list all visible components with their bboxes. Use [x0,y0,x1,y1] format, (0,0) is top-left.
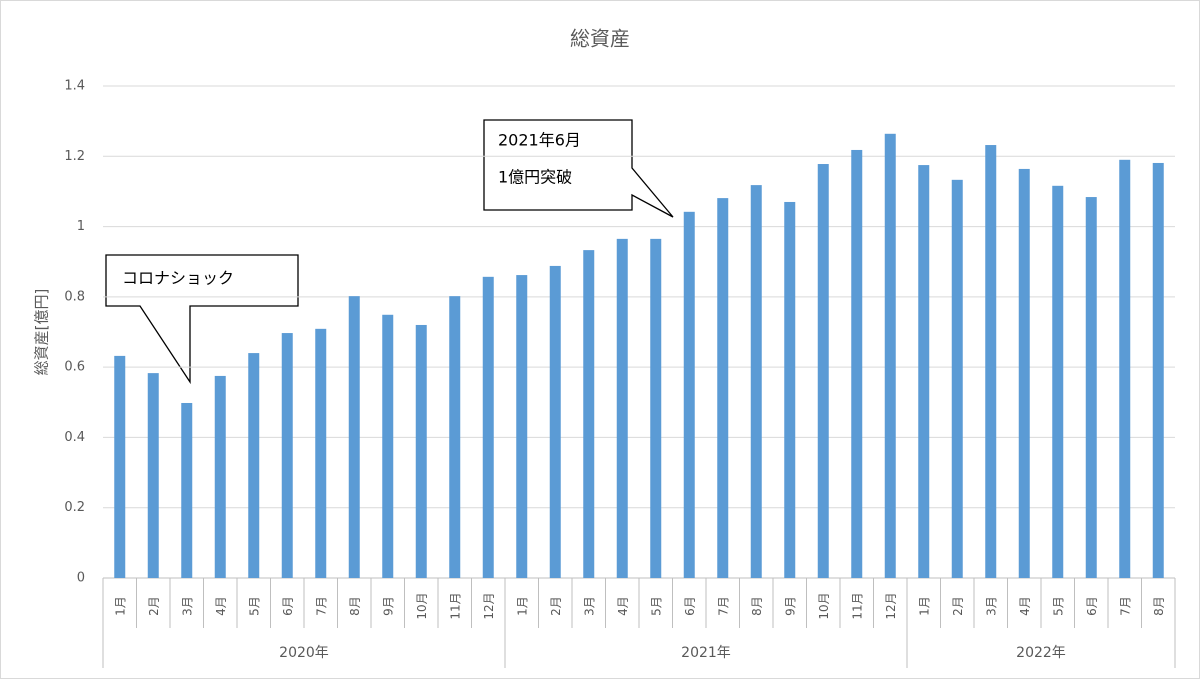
x-tick-label: 3月 [582,596,596,616]
x-tick-label: 11月 [850,592,864,619]
bar [482,276,494,578]
x-tick-label: 10月 [415,592,429,619]
bar [315,328,327,578]
x-tick-label: 12月 [884,592,898,619]
x-tick-label: 1月 [515,596,529,616]
callout-box [483,119,674,218]
bar [214,375,226,578]
group-label: 2021年 [681,645,731,661]
bar [985,145,997,579]
x-tick-label: 4月 [616,596,630,616]
x-tick-label: 4月 [1018,596,1032,616]
callout-box [105,254,299,385]
bar [114,355,126,578]
x-tick-label: 5月 [649,596,663,616]
bar [817,164,829,578]
bar [516,275,528,578]
x-tick-label: 3月 [984,596,998,616]
x-tick-label: 7月 [716,596,730,616]
bar [1018,168,1030,579]
x-tick-label: 3月 [180,596,194,616]
bar [918,165,930,579]
annotation-text: 1億円突破 [498,168,572,187]
bar [717,198,729,578]
bar [281,333,293,578]
x-tick-label: 2月 [549,596,563,616]
x-tick-label: 8月 [1152,596,1166,616]
bar [348,296,360,578]
annotation-text: コロナショック [122,269,234,288]
y-tick-label: 0 [77,571,85,586]
bar [1085,197,1097,578]
x-tick-label: 4月 [214,596,228,616]
y-tick-label: 1.4 [64,79,85,94]
x-tick-label: 8月 [348,596,362,616]
y-tick-label: 0.6 [64,360,85,375]
bar [382,314,394,578]
y-tick-label: 1 [77,219,85,234]
x-tick-label: 6月 [683,596,697,616]
bar [884,133,896,578]
y-tick-label: 0.2 [64,500,85,515]
x-tick-label: 10月 [817,592,831,619]
x-tick-label: 7月 [1118,596,1132,616]
bar [851,149,863,578]
bar [650,238,662,578]
bar [147,373,159,578]
x-tick-label: 7月 [314,596,328,616]
bar [181,402,193,578]
bar [1119,159,1131,579]
x-tick-label: 12月 [482,592,496,619]
x-tick-label: 6月 [281,596,295,616]
x-tick-label: 2月 [951,596,965,616]
bar [248,353,260,578]
x-tick-label: 8月 [750,596,764,616]
bar [784,201,796,578]
x-tick-label: 5月 [247,596,261,616]
y-tick-label: 0.4 [64,430,85,445]
annotation-text: 2021年6月 [498,131,581,150]
y-axis-label: 総資産[億円] [33,289,51,376]
bar [549,265,561,578]
bar [415,324,427,578]
x-tick-label: 1月 [113,596,127,616]
bar [449,296,461,578]
bar [683,211,695,578]
bar [583,250,595,579]
x-tick-label: 9月 [381,596,395,616]
group-label: 2022年 [1016,645,1066,661]
x-tick-label: 2月 [147,596,161,616]
y-tick-label: 1.2 [64,149,85,164]
x-tick-label: 1月 [917,596,931,616]
y-tick-label: 0.8 [64,289,85,304]
bar [951,179,963,578]
bar [616,238,628,578]
chart-title: 総資産 [570,27,630,51]
x-tick-label: 6月 [1085,596,1099,616]
x-tick-label: 11月 [448,592,462,619]
group-label: 2020年 [279,645,329,661]
bar [1052,185,1064,578]
bar [750,185,762,579]
x-tick-label: 9月 [783,596,797,616]
x-tick-label: 5月 [1051,596,1065,616]
bar [1152,162,1164,578]
